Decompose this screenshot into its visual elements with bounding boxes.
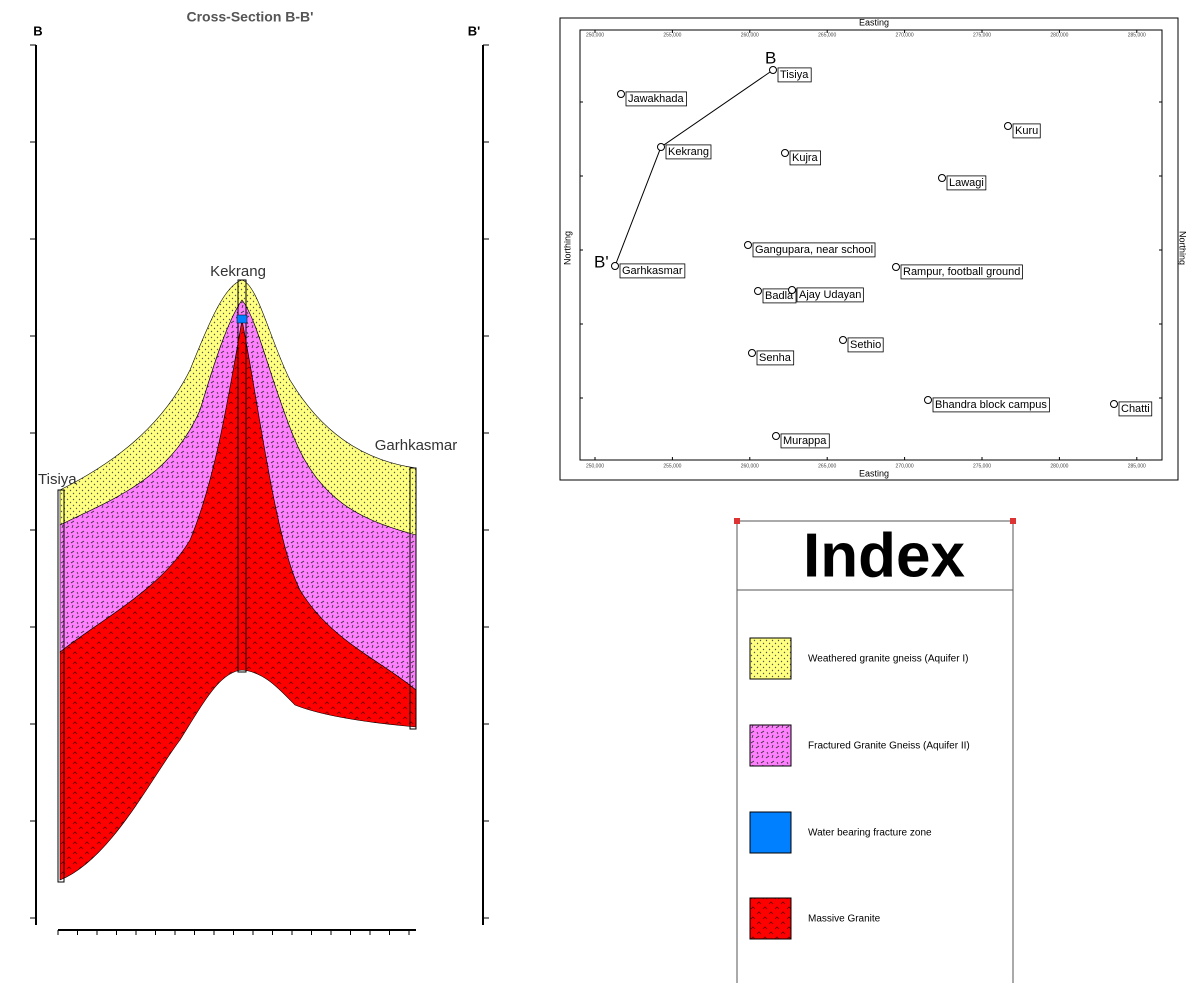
station-label: Sethio (850, 339, 881, 351)
section-end: B' (594, 252, 609, 271)
station-label: Senha (759, 352, 792, 364)
section-end: B' (468, 23, 480, 38)
x-axis-label: Easting (859, 17, 889, 27)
section-start: B (765, 48, 776, 67)
legend-label: Weathered granite gneiss (Aquifer I) (808, 654, 968, 665)
x-tick-label: 250,000 (586, 463, 604, 469)
x-tick-label: 265,000 (818, 32, 836, 38)
station-label: Gangupara, near school (755, 244, 873, 256)
well-label: Tisiya (38, 471, 77, 488)
handle (734, 518, 740, 524)
x-tick-label: 280,000 (1050, 32, 1068, 38)
station-label: Rampur, football ground (903, 266, 1020, 278)
x-tick-label: 270,000 (896, 463, 914, 469)
station-label: Murappa (783, 435, 827, 447)
station-marker (773, 433, 780, 440)
well-label: Garhkasmar (375, 437, 458, 454)
section-start: B (33, 23, 42, 38)
station-marker (770, 67, 777, 74)
station-label: Chatti (1121, 403, 1150, 415)
cross-section-title: Cross-Section B-B' (186, 9, 313, 25)
station-marker (789, 287, 796, 294)
station-marker (755, 288, 762, 295)
station-marker (749, 350, 756, 357)
legend-label: Massive Granite (808, 914, 881, 925)
fracture-zone (237, 315, 247, 323)
station-marker (925, 397, 932, 404)
x-tick-label: 265,000 (818, 463, 836, 469)
x-tick-label: 270,000 (896, 32, 914, 38)
station-label: Ajay Udayan (799, 289, 861, 301)
legend-swatch (750, 898, 791, 939)
y-axis-label: Northing (1178, 231, 1188, 265)
x-tick-label: 260,000 (741, 463, 759, 469)
station-label: Tisiya (780, 69, 809, 81)
x-tick-label: 285,000 (1128, 32, 1146, 38)
station-label: Jawakhada (628, 93, 685, 105)
station-label: Kujra (792, 152, 819, 164)
legend-label: Fractured Granite Gneiss (Aquifer II) (808, 741, 970, 752)
station-marker (893, 264, 900, 271)
station-marker (745, 242, 752, 249)
x-tick-label: 280,000 (1050, 463, 1068, 469)
legend-swatch (750, 638, 791, 679)
station-marker (1111, 401, 1118, 408)
station-marker (1005, 123, 1012, 130)
legend-swatch (750, 812, 791, 853)
well-label: Kekrang (210, 263, 266, 280)
x-tick-label: 250,000 (586, 32, 604, 38)
station-label: Lawagi (949, 177, 984, 189)
y-axis-label: Northing (562, 231, 572, 265)
legend: Index Weathered granite gneiss (Aquifer … (734, 518, 1016, 983)
figure: Cross-Section B-B' B B' Tisiya Kekrang G… (0, 0, 1188, 983)
station-marker (840, 337, 847, 344)
legend-title: Index (803, 521, 965, 590)
x-axis-label: Easting (859, 468, 889, 478)
station-marker (939, 175, 946, 182)
station-marker (618, 91, 625, 98)
handle (1010, 518, 1016, 524)
station-label: Bhandra block campus (935, 399, 1047, 411)
x-tick-label: 260,000 (741, 32, 759, 38)
station-marker (612, 263, 619, 270)
station-marker (782, 150, 789, 157)
station-label: Kuru (1015, 125, 1038, 137)
x-tick-label: 275,000 (973, 32, 991, 38)
legend-label: Water bearing fracture zone (808, 828, 932, 839)
cross-section: Cross-Section B-B' B B' Tisiya Kekrang G… (30, 9, 489, 935)
station-marker (658, 144, 665, 151)
station-label: Garhkasmar (622, 265, 683, 277)
x-tick-label: 285,000 (1128, 463, 1146, 469)
x-tick-label: 275,000 (973, 463, 991, 469)
station-label: Kekrang (668, 146, 709, 158)
x-tick-label: 255,000 (663, 463, 681, 469)
location-map: Easting Easting Northing Northing B B' 2… (560, 17, 1188, 480)
legend-swatch (750, 725, 791, 766)
x-tick-label: 255,000 (663, 32, 681, 38)
